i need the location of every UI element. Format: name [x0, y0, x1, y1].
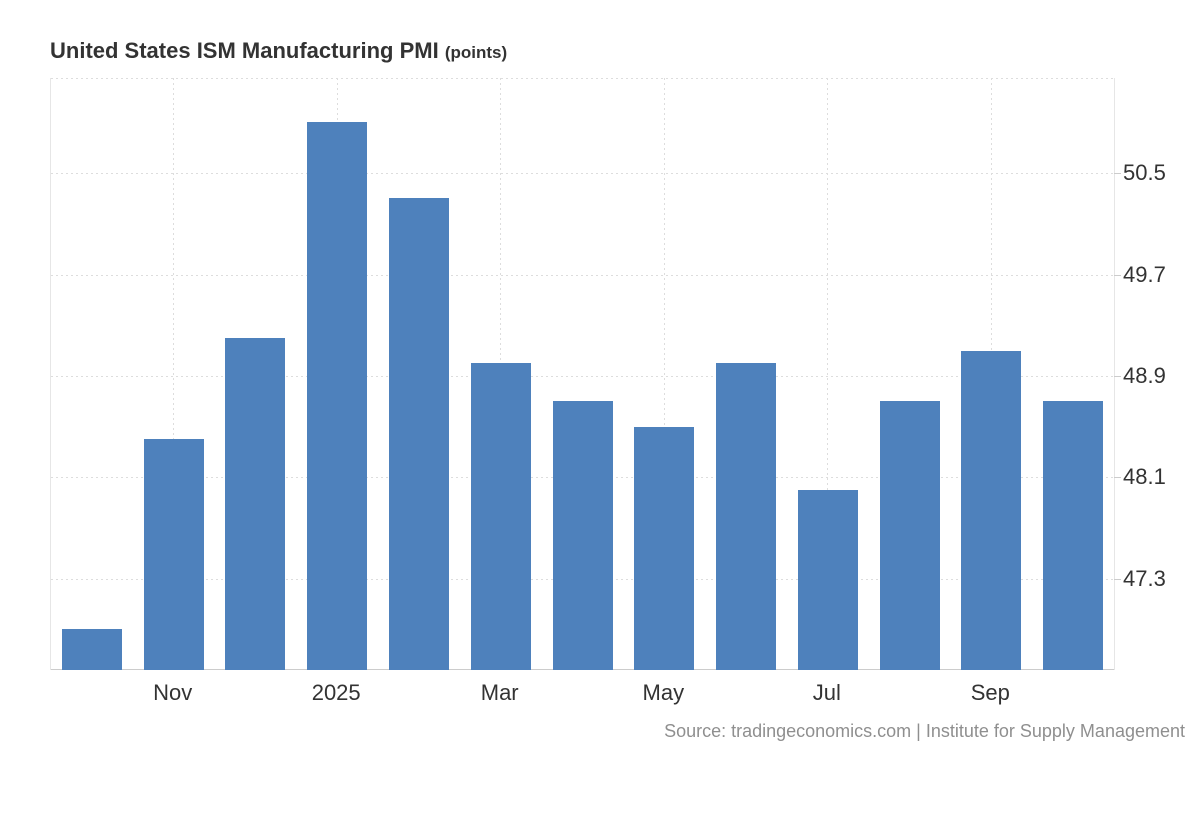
y-tick-mark — [1114, 173, 1121, 175]
bar-oct-2025[interactable] — [1043, 401, 1104, 670]
bar-sep-2025[interactable] — [961, 350, 1022, 670]
bar-jun-2025[interactable] — [716, 363, 776, 670]
horizontal-gridline-48.9 — [51, 375, 1114, 377]
x-axis-label-nov: Nov — [153, 680, 193, 705]
chart-title-unit: (points) — [444, 43, 508, 62]
bar-oct-2024[interactable] — [61, 629, 122, 670]
vertical-gridline-may — [663, 78, 665, 670]
bar-dec-2024[interactable] — [225, 337, 286, 670]
chart-title-main: United States ISM Manufacturing PMI — [50, 38, 439, 63]
x-axis-label-2025: 2025 — [311, 680, 361, 705]
x-axis-label-may: May — [642, 680, 685, 705]
plot-top-border — [51, 78, 1114, 79]
bar-feb-2025[interactable] — [389, 198, 449, 670]
y-tick-mark — [1114, 578, 1121, 580]
horizontal-gridline-50.5 — [51, 173, 1114, 175]
y-axis-label-50.5: 50.5 — [1123, 160, 1166, 186]
y-tick-mark — [1114, 274, 1121, 276]
bar-nov-2024[interactable] — [143, 439, 204, 670]
bar-apr-2025[interactable] — [552, 401, 613, 670]
bar-jul-2025[interactable] — [797, 490, 858, 670]
vertical-gridline-jul — [827, 78, 829, 670]
chart-title: United States ISM Manufacturing PMI (poi… — [50, 38, 507, 64]
y-axis-label-48.1: 48.1 — [1123, 464, 1166, 490]
plot-area — [50, 78, 1121, 670]
source-credit: Source: tradingeconomics.com | Institute… — [664, 721, 1185, 741]
horizontal-gridline-49.7 — [51, 274, 1114, 276]
bar-jan-2025[interactable] — [307, 122, 368, 670]
y-tick-mark — [1114, 477, 1121, 479]
y-axis-label-48.9: 48.9 — [1123, 362, 1166, 388]
bar-may-2025[interactable] — [634, 426, 695, 670]
y-tick-mark — [1114, 375, 1121, 377]
bar-aug-2025[interactable] — [879, 401, 940, 670]
bar-mar-2025[interactable] — [470, 363, 531, 670]
x-axis-label-mar: Mar — [480, 680, 519, 705]
vertical-gridline-nov — [173, 78, 175, 670]
x-axis-label-sep: Sep — [970, 680, 1010, 705]
y-axis-label-47.3: 47.3 — [1123, 565, 1166, 591]
y-axis-label-49.7: 49.7 — [1123, 261, 1166, 287]
x-axis-label-jul: Jul — [812, 680, 841, 705]
